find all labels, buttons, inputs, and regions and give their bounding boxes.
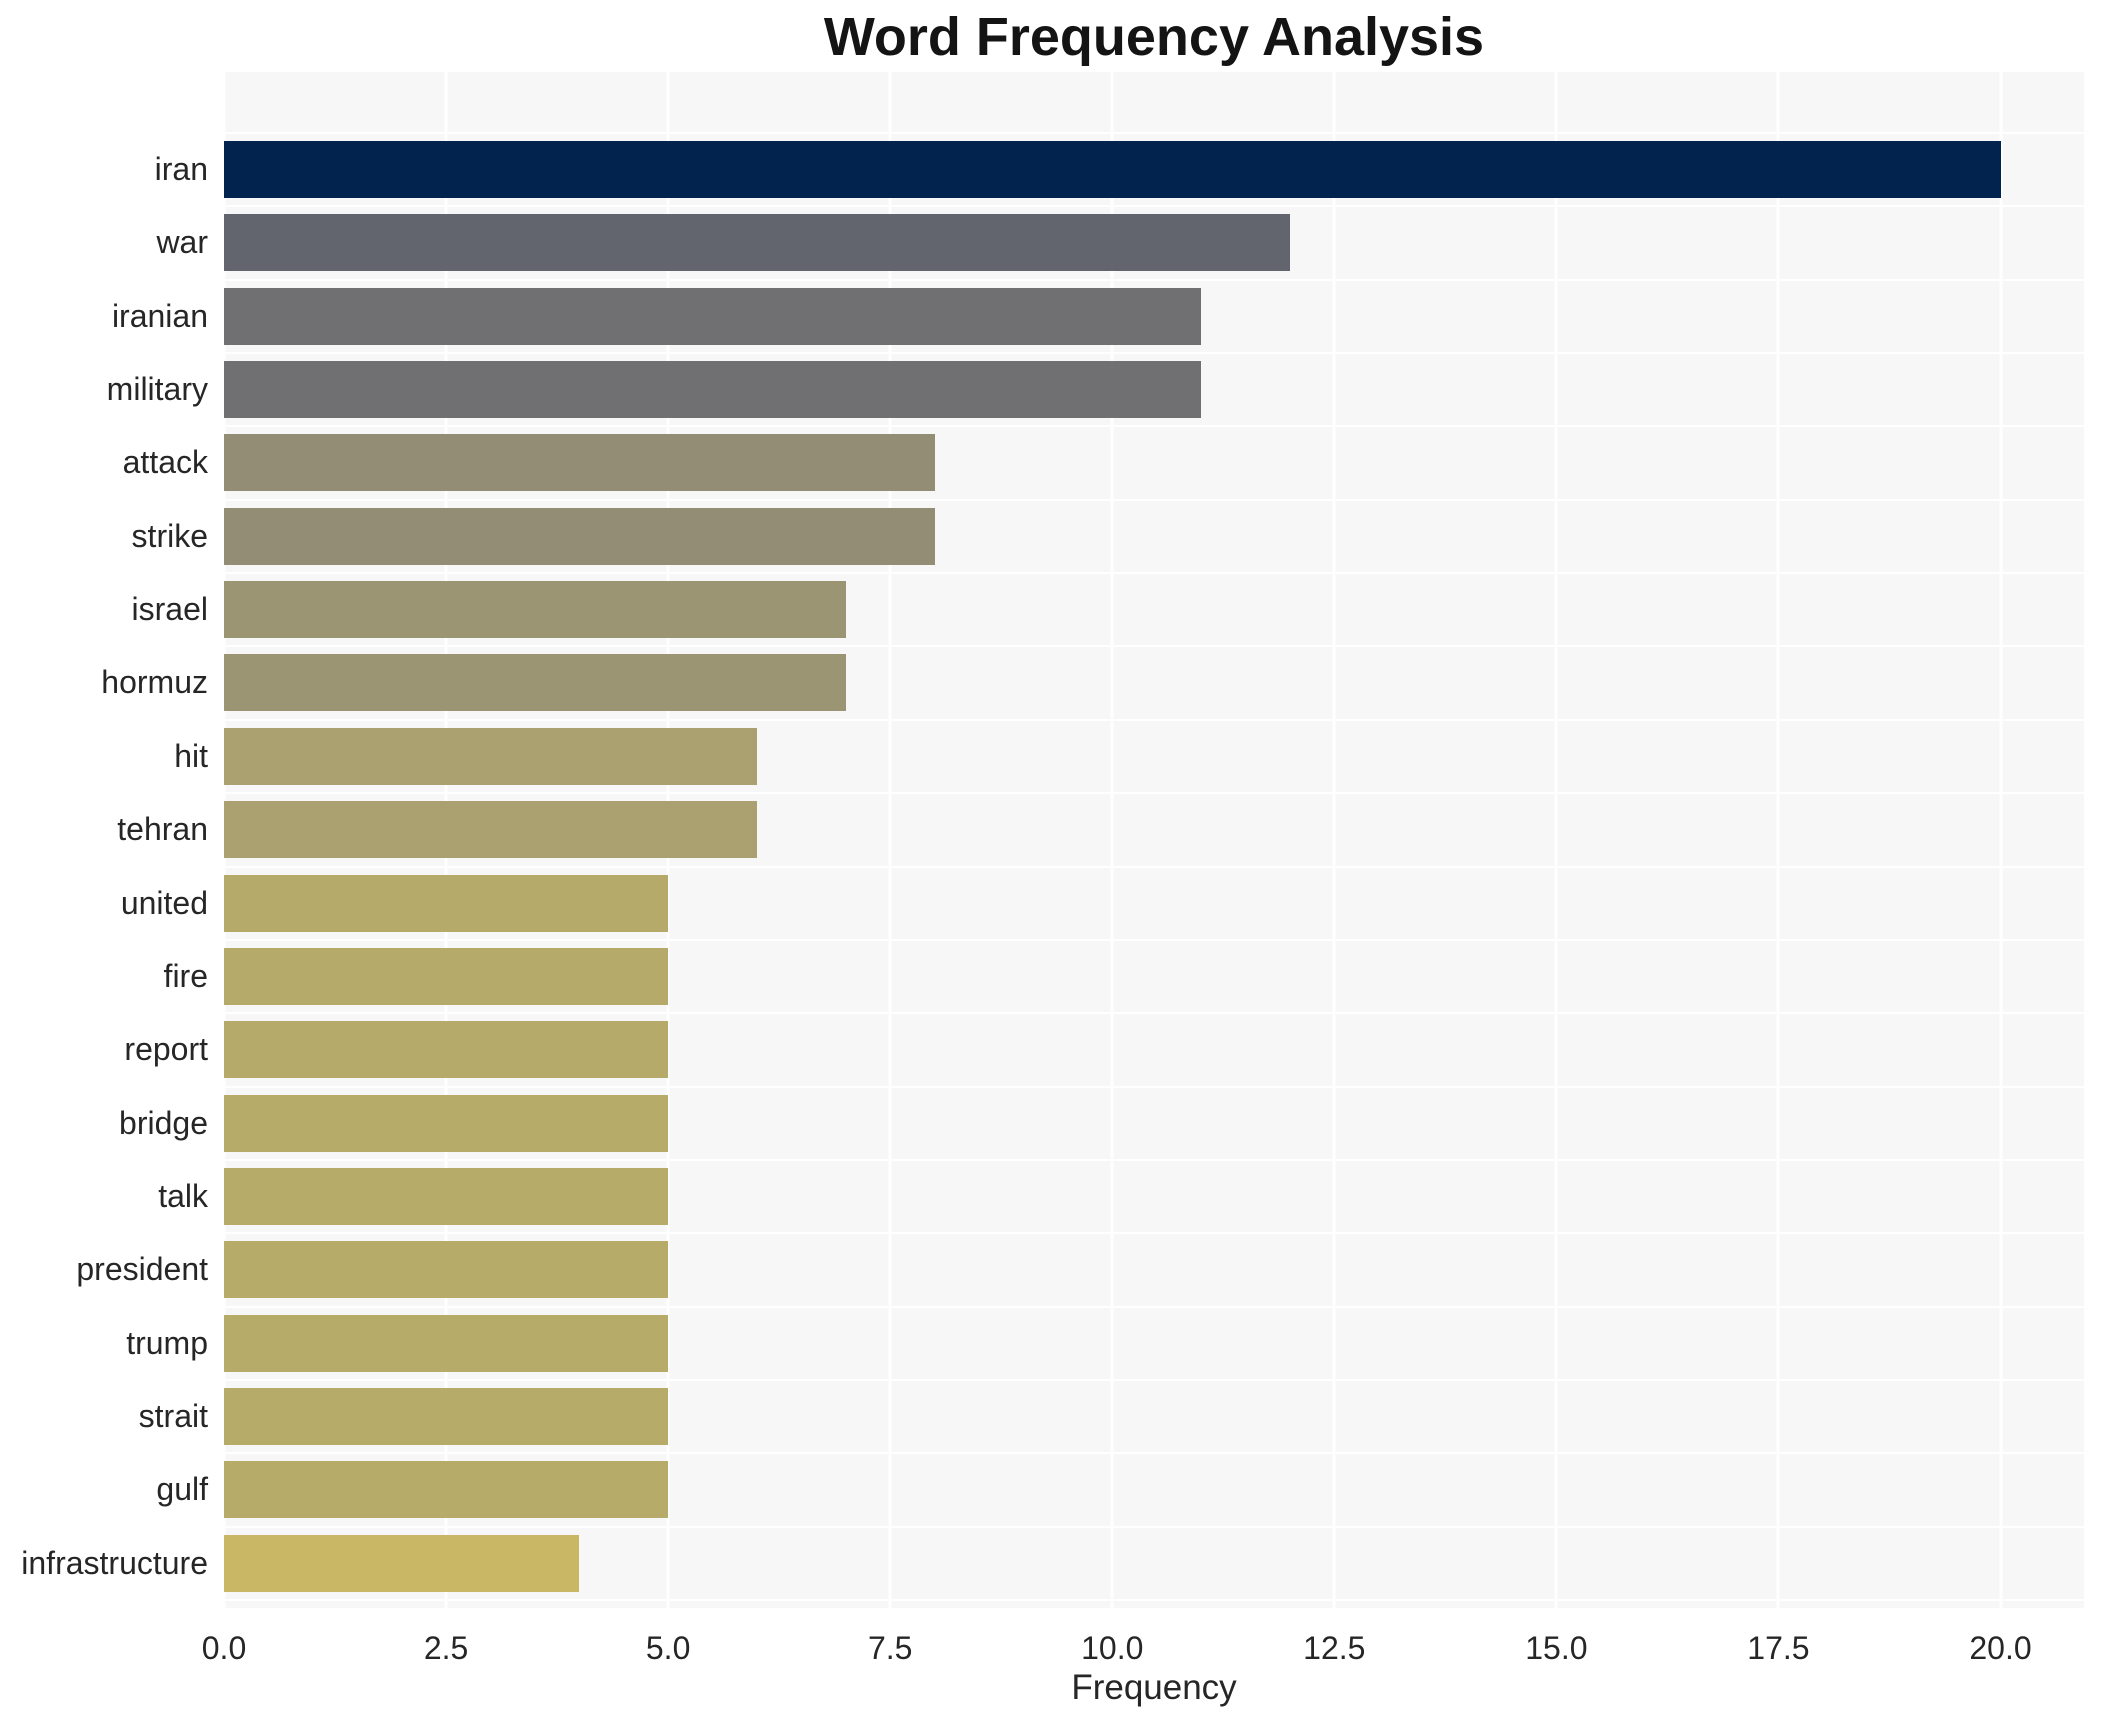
x-tick-label: 7.5 (867, 1630, 913, 1666)
horizontal-gridline (224, 1158, 2084, 1161)
horizontal-gridline (224, 1232, 2084, 1235)
bar-trump (224, 1314, 669, 1372)
y-label-attack: attack (122, 444, 208, 481)
x-tick-label: 5.0 (645, 1630, 691, 1666)
y-label-united: united (120, 884, 208, 921)
y-label-strike: strike (131, 517, 208, 554)
bar-fire (224, 947, 669, 1005)
x-tick-label: 10.0 (1081, 1630, 1144, 1666)
y-label-gulf: gulf (156, 1471, 208, 1508)
bar-talk (224, 1167, 669, 1225)
bar-hit (224, 727, 757, 785)
x-tick-label: 20.0 (1969, 1630, 2032, 1666)
bar-infrastructure (224, 1534, 580, 1592)
x-tick-label: 17.5 (1747, 1630, 1810, 1666)
bar-iranian (224, 287, 1202, 345)
y-label-bridge: bridge (119, 1104, 208, 1141)
bar-military (224, 361, 1202, 419)
y-label-trump: trump (126, 1324, 208, 1361)
horizontal-gridline (224, 865, 2084, 868)
y-label-iran: iran (154, 151, 208, 187)
horizontal-gridline (224, 278, 2084, 281)
y-label-war: war (156, 224, 208, 261)
horizontal-gridline (224, 1085, 2084, 1088)
horizontal-gridline (224, 132, 2084, 134)
bar-report (224, 1021, 669, 1079)
horizontal-gridline (224, 352, 2084, 355)
x-tick-label: 12.5 (1303, 1630, 1366, 1666)
horizontal-gridline (224, 938, 2084, 941)
horizontal-gridline (224, 645, 2084, 648)
chart-title: Word Frequency Analysis (823, 7, 1485, 67)
y-label-fire: fire (163, 957, 208, 994)
x-axis-label: Frequency (1071, 1668, 1237, 1707)
vertical-gridline (1110, 72, 1114, 1608)
bar-tehran (224, 801, 757, 859)
bar-israel (224, 581, 846, 639)
bar-gulf (224, 1461, 669, 1519)
y-label-president: president (76, 1251, 208, 1288)
x-tick-label: 0.0 (201, 1630, 247, 1666)
vertical-gridline (1554, 72, 1558, 1608)
y-label-talk: talk (158, 1177, 208, 1214)
bar-strike (224, 507, 935, 565)
y-label-iranian: iranian (111, 297, 208, 334)
bar-president (224, 1241, 669, 1299)
horizontal-gridline (224, 205, 2084, 208)
vertical-gridline (1332, 72, 1336, 1608)
x-tick-label: 2.5 (423, 1630, 469, 1666)
vertical-gridline (888, 72, 892, 1608)
bar-war (224, 214, 1290, 272)
bar-hormuz (224, 654, 846, 712)
horizontal-gridline (224, 718, 2084, 721)
plot-area (224, 72, 2084, 1608)
y-label-tehran: tehran (117, 811, 208, 848)
horizontal-gridline (224, 1525, 2084, 1528)
horizontal-gridline (224, 1305, 2084, 1308)
y-label-hormuz: hormuz (101, 664, 208, 701)
bar-iran (224, 141, 2001, 198)
horizontal-gridline (224, 498, 2084, 501)
vertical-gridline (1999, 72, 2002, 1608)
horizontal-gridline (224, 425, 2084, 428)
bar-united (224, 874, 669, 932)
horizontal-gridline (224, 1599, 2084, 1601)
bar-attack (224, 434, 935, 492)
horizontal-gridline (224, 1378, 2084, 1381)
horizontal-gridline (224, 1012, 2084, 1015)
y-label-report: report (124, 1031, 208, 1068)
y-label-infrastructure: infrastructure (21, 1544, 208, 1581)
y-label-strait: strait (138, 1397, 208, 1434)
horizontal-gridline (224, 572, 2084, 575)
y-label-military: military (106, 371, 208, 408)
y-label-hit: hit (174, 737, 208, 774)
y-label-israel: israel (131, 591, 208, 628)
x-tick-label: 15.0 (1525, 1630, 1588, 1666)
horizontal-gridline (224, 1452, 2084, 1455)
vertical-gridline (1776, 72, 1780, 1608)
horizontal-gridline (224, 792, 2084, 795)
bar-strait (224, 1387, 669, 1445)
bar-bridge (224, 1094, 669, 1152)
